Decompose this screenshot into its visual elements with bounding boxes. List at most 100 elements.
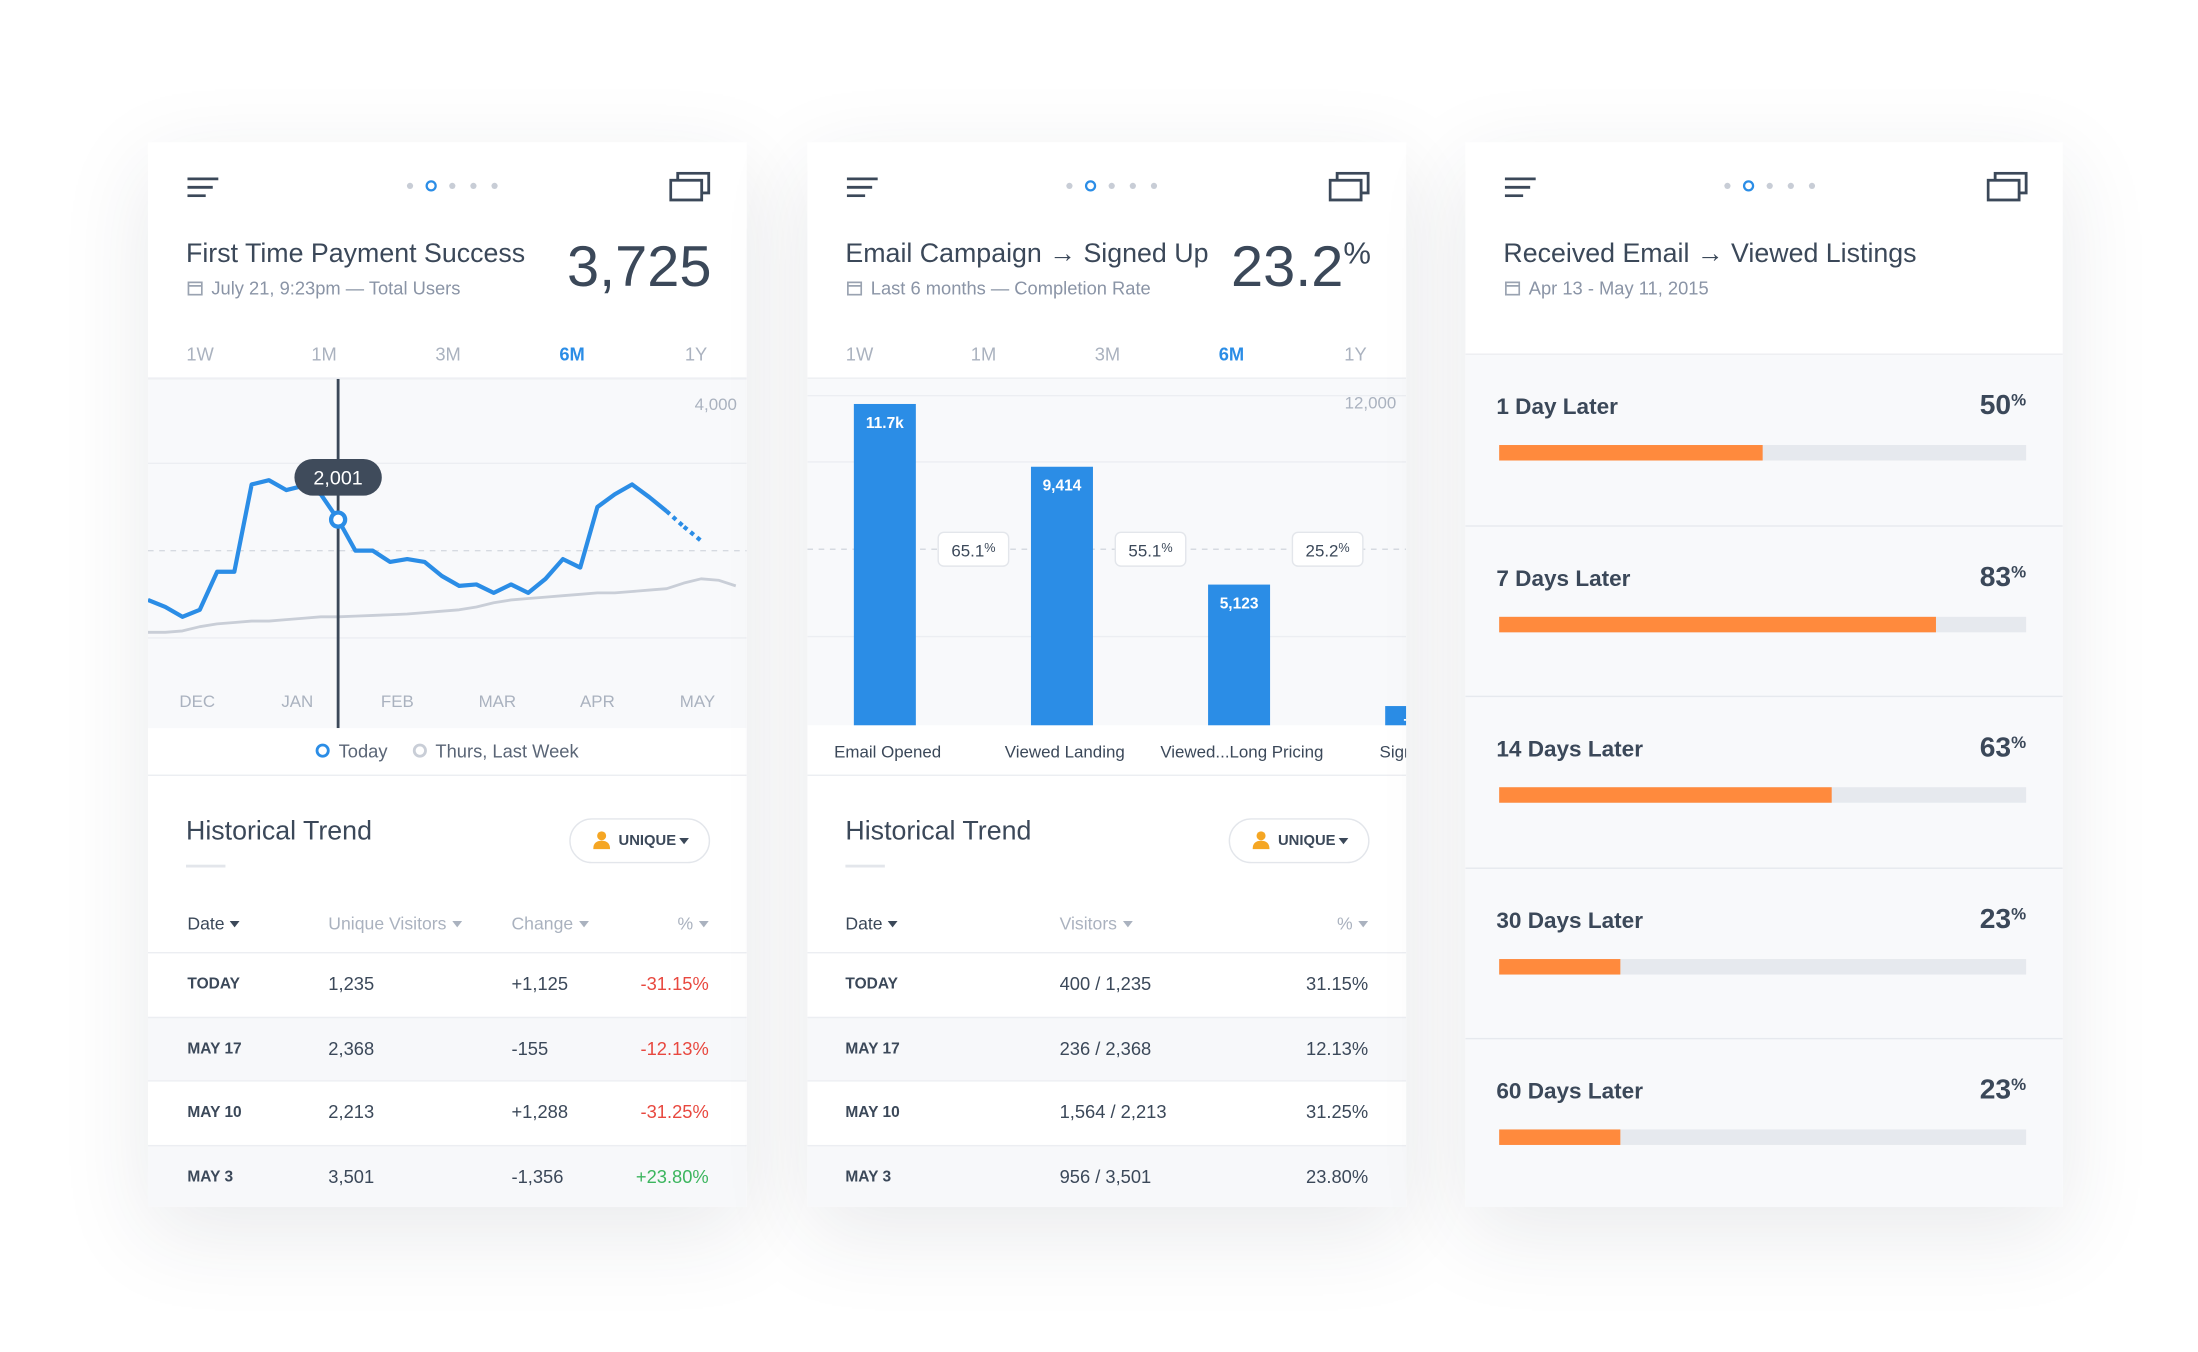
bar-value-label: 9,414	[1043, 478, 1082, 495]
table-cell: 1,564 / 2,213	[1059, 1101, 1167, 1123]
row-percent: 50%	[1980, 390, 2026, 422]
legend-item: Today	[316, 740, 388, 762]
x-tick-label: DEC	[179, 692, 215, 711]
column-header[interactable]: Unique Visitors	[328, 914, 462, 934]
screen-icon[interactable]	[1328, 171, 1371, 203]
page-dot	[1766, 182, 1773, 189]
caret	[230, 921, 241, 928]
table-cell: +23.80%	[635, 1165, 709, 1187]
column-header[interactable]: Change	[511, 914, 589, 934]
page-dot	[1742, 180, 1755, 192]
conversion-value: 25.2	[1306, 541, 1339, 560]
x-tick-label: Viewed Landing	[1005, 743, 1125, 762]
page-dots	[1724, 180, 1816, 192]
legend-label: Thurs, Last Week	[435, 740, 579, 762]
range-tab[interactable]: 6M	[559, 343, 585, 365]
range-tab[interactable]: 1Y	[1344, 343, 1367, 365]
row-divider	[1465, 695, 2063, 698]
screen-icon[interactable]	[669, 171, 711, 203]
table-row	[807, 1016, 1407, 1082]
row-date: TODAY	[845, 975, 898, 993]
column-header[interactable]: Visitors	[1060, 914, 1133, 934]
bar-chart: 12,000 11.7k Email Opened 9,414 Viewed Landi…	[807, 377, 1407, 762]
screen-front	[1986, 178, 2021, 202]
column-header[interactable]: Date	[187, 914, 241, 934]
range-tab[interactable]: 1M	[311, 343, 337, 365]
page-dot	[425, 180, 437, 192]
caret	[578, 921, 589, 928]
filter-button[interactable]: UNIQUE	[1228, 818, 1370, 864]
range-tab[interactable]: 3M	[1094, 343, 1121, 365]
table-cell: -12.13%	[640, 1037, 709, 1059]
column-header[interactable]: %	[678, 914, 709, 934]
row-date: TODAY	[187, 975, 240, 993]
row-date: MAY 3	[187, 1168, 234, 1186]
calendar-icon	[1505, 281, 1521, 296]
table-cell: 12.13%	[1306, 1037, 1369, 1059]
percent-unit: %	[2011, 390, 2027, 410]
progress-bar	[1499, 445, 1763, 461]
page-dot	[1108, 182, 1115, 189]
table-cell: 31.25%	[1306, 1101, 1369, 1123]
range-tab[interactable]: 1Y	[684, 343, 708, 365]
range-tab[interactable]: 1W	[186, 343, 214, 365]
conversion-value: 55.1	[1128, 541, 1161, 560]
range-tab[interactable]: 1W	[845, 343, 874, 365]
column-header[interactable]: %	[1337, 914, 1369, 934]
table-cell: 31.15%	[1306, 973, 1369, 995]
row-percent: 23%	[1980, 903, 2026, 935]
card-subtitle: Apr 13 - May 11, 2015	[1528, 277, 1709, 299]
conversion-label: 55.1%	[1128, 541, 1172, 560]
percent-unit: %	[2011, 1074, 2027, 1095]
screen-icon[interactable]	[1986, 171, 2029, 203]
table-cell: -31.25%	[640, 1101, 709, 1123]
headline: 23.2%	[1231, 237, 1371, 296]
user-body	[1252, 840, 1270, 850]
menu-icon[interactable]	[187, 177, 219, 198]
card: First Time Payment Success July 21, 9:23p…	[147, 142, 747, 1207]
card: Received Email → Viewed Listings Apr 13 -…	[1465, 142, 2063, 1207]
table-cell: 236 / 2,368	[1059, 1037, 1152, 1059]
conversion-badge	[1114, 531, 1187, 567]
x-tick-label: Email Opened	[834, 743, 941, 762]
column-header-label: %	[677, 913, 694, 934]
page-dots	[1066, 180, 1158, 192]
range-tab[interactable]: 3M	[435, 343, 461, 365]
progress-track	[1499, 616, 2027, 632]
row-date: MAY 17	[187, 1040, 242, 1057]
x-tick-label: Signed Up	[1380, 743, 1407, 762]
menu-icon[interactable]	[846, 177, 878, 198]
conversion-value: 65.1	[951, 541, 984, 560]
caret	[888, 921, 899, 928]
page-dot	[1724, 182, 1731, 189]
bar	[1030, 466, 1093, 726]
column-header[interactable]: Date	[845, 914, 899, 934]
menu-icon[interactable]	[1504, 177, 1536, 198]
page-dot	[1084, 180, 1097, 192]
bar	[1385, 706, 1407, 726]
user-head	[1256, 831, 1266, 841]
row-date: MAY 3	[845, 1168, 892, 1186]
bar-value-label: 5,123	[1220, 596, 1259, 613]
x-tick-label: MAY	[680, 692, 715, 711]
filter-button[interactable]: UNIQUE	[569, 818, 711, 864]
percent-value: 23	[1979, 1074, 2012, 1106]
user-icon	[1252, 831, 1270, 850]
legend-label: Today	[338, 740, 388, 762]
row-divider	[1465, 1037, 2063, 1040]
row-percent: 63%	[1980, 732, 2026, 764]
screen-front	[1328, 178, 1363, 202]
conversion-unit: %	[1161, 541, 1172, 555]
filter-button-label: UNIQUE	[1277, 832, 1336, 850]
page-dot	[1150, 182, 1158, 189]
x-tick-label: JAN	[281, 692, 313, 711]
caret	[1358, 921, 1369, 928]
progress-track	[1499, 958, 2027, 974]
percent-value: 50	[1979, 390, 2012, 422]
range-tab[interactable]: 1M	[970, 343, 997, 365]
range-tab[interactable]: 6M	[1218, 343, 1245, 365]
legend-swatch	[316, 743, 331, 758]
row-date: MAY 17	[845, 1040, 900, 1057]
